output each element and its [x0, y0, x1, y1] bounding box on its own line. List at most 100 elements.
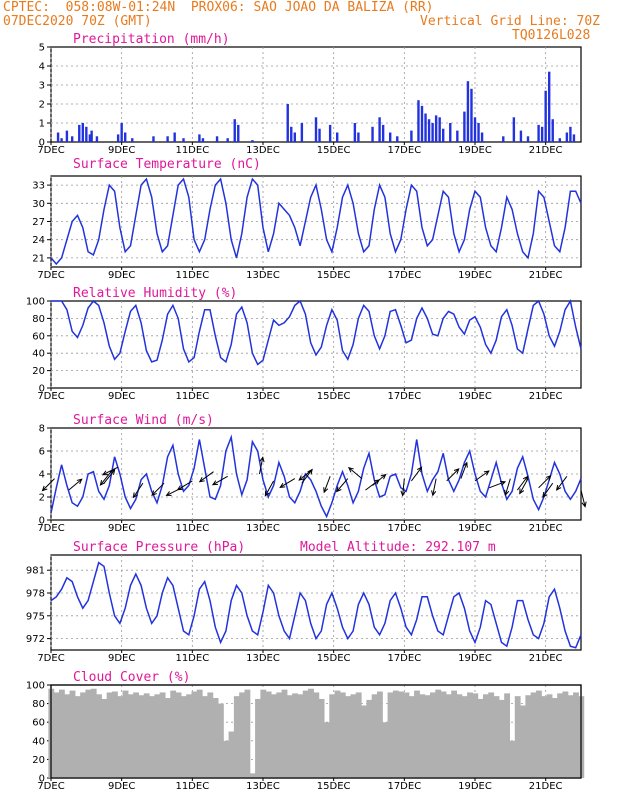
x-tick-label: 21DEC	[529, 781, 563, 792]
cloud-bar	[482, 694, 489, 778]
wind-arrow-head	[132, 492, 138, 499]
precip-bar	[381, 124, 385, 142]
precip-bar	[442, 128, 445, 142]
y-tick-label: 975	[26, 611, 45, 622]
precip-bar	[300, 123, 304, 142]
wind-arrow	[460, 462, 468, 479]
cloud-bar	[334, 690, 341, 778]
cloud-bar	[249, 773, 256, 778]
header-grid-line-note: Vertical Grid Line: 70Z	[420, 14, 601, 29]
precip-bar	[410, 130, 413, 142]
precip-bar	[81, 123, 84, 142]
x-tick-label: 19DEC	[458, 270, 492, 281]
x-tick-label: 9DEC	[108, 653, 135, 664]
panel-title: Surface Temperature (nC)	[73, 157, 261, 172]
precip-bar	[60, 138, 63, 142]
precip-bar	[116, 134, 120, 142]
wind-arrow-head	[41, 485, 48, 492]
x-tick-label: 15DEC	[317, 523, 351, 534]
cloud-bar	[133, 692, 140, 778]
wind-arrow-head	[504, 489, 510, 496]
precip-bar	[71, 136, 74, 142]
cloud-bar	[101, 698, 108, 778]
precip-bar	[290, 126, 293, 142]
y-tick-label: 60	[32, 331, 45, 342]
wind-arrow-head	[165, 491, 172, 496]
precip-bar	[65, 130, 69, 142]
cloud-bar	[106, 692, 113, 778]
panel-5: 972 975 978 981 7DEC 9DEC 11DEC 13DEC 15DEC 17DEC…	[26, 540, 582, 664]
wind-arrow-head	[500, 480, 507, 486]
x-tick-label: 17DEC	[387, 145, 421, 156]
precip-bar	[226, 138, 229, 142]
cloud-bar	[477, 698, 484, 778]
y-tick-label: 972	[26, 634, 45, 645]
wind-arrow	[410, 466, 423, 482]
header-date-line: 07DEC2020 70Z (GMT)	[3, 14, 152, 29]
x-tick-label: 19DEC	[458, 523, 492, 534]
precip-bar	[463, 111, 466, 142]
precip-bar	[537, 124, 540, 142]
x-tick-label: 11DEC	[175, 270, 209, 281]
cloud-bar	[297, 694, 304, 778]
y-tick-label: 40	[32, 736, 45, 747]
cloud-bar	[313, 692, 320, 778]
x-tick-label: 11DEC	[175, 653, 209, 664]
x-tick-label: 13DEC	[246, 391, 280, 402]
cloud-bar	[451, 690, 458, 778]
cloud-bar	[509, 740, 516, 778]
wind-arrow	[432, 478, 437, 496]
wind-arrow-head	[335, 486, 342, 493]
cloud-bar	[361, 705, 367, 778]
wind-arrow	[556, 475, 568, 491]
wind-arrow-head	[581, 501, 587, 508]
cloud-bar	[111, 691, 118, 778]
y-tick-label: 100	[26, 297, 45, 308]
precip-bar	[201, 138, 205, 142]
x-tick-label: 19DEC	[458, 781, 492, 792]
precip-bar	[519, 130, 523, 142]
cloud-bar	[530, 692, 537, 778]
x-tick-label: 7DEC	[37, 391, 64, 402]
wind-arrow-head	[151, 490, 157, 497]
y-tick-label: 33	[32, 181, 45, 192]
wind-arrow-head	[519, 488, 525, 495]
precip-bar	[558, 138, 561, 142]
cloud-bar	[520, 705, 526, 778]
panel-1: 0 1 2 3 4 5 7DEC 9DEC 11DEC 13DEC 15DEC 17DEC 19DEC 2…	[37, 32, 582, 156]
y-tick-label: 0	[39, 516, 45, 527]
x-tick-label: 17DEC	[387, 653, 421, 664]
panel-frame	[50, 300, 582, 389]
cloud-bar	[223, 740, 230, 778]
x-tick-label: 11DEC	[175, 391, 209, 402]
precip-bar	[314, 117, 318, 142]
x-tick-label: 9DEC	[108, 391, 135, 402]
cloud-bar	[180, 696, 187, 778]
cloud-bar	[387, 692, 394, 778]
y-tick-label: 0	[39, 138, 45, 149]
cloud-bar	[292, 693, 299, 778]
cloud-bar	[85, 689, 92, 778]
wind-arrow	[212, 475, 228, 486]
wind-arrow-head	[431, 490, 437, 497]
cloud-bar	[96, 694, 102, 778]
wind-arrow-head	[555, 484, 562, 491]
precip-bar	[572, 134, 576, 142]
cloud-bar	[573, 692, 579, 778]
wind-arrow	[538, 475, 551, 489]
cloud-bar	[562, 691, 569, 778]
x-tick-label: 13DEC	[246, 270, 280, 281]
cloud-bar	[456, 694, 463, 778]
wind-arrow	[103, 469, 116, 484]
panel-2: 21 24 27 30 33 7DEC 9DEC 11DEC 13DEC 15DEC 17DEC 19…	[32, 157, 582, 281]
wind-arrow-head	[453, 468, 460, 474]
wind-arrow-head	[109, 469, 116, 475]
x-tick-label: 21DEC	[529, 270, 563, 281]
wind-arrow	[100, 471, 112, 486]
y-tick-label: 21	[32, 253, 45, 264]
x-tick-label: 13DEC	[246, 653, 280, 664]
wind-arrow-head	[99, 479, 106, 486]
precip-bar	[434, 115, 438, 142]
cloud-bar	[74, 696, 81, 778]
precip-bar	[78, 124, 81, 142]
